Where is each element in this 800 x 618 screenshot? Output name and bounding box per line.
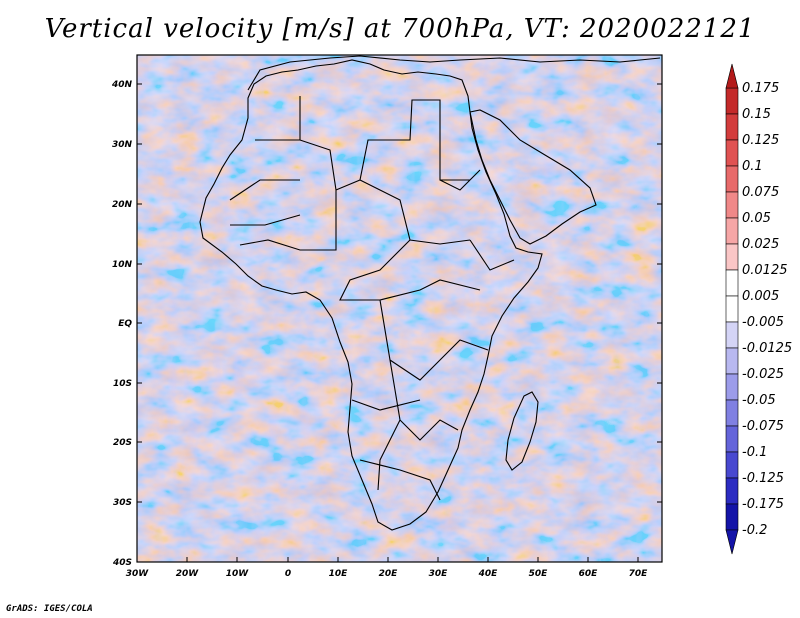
colorbar-segment bbox=[725, 165, 739, 193]
lon-label: 0 bbox=[285, 569, 291, 579]
lon-label: 10E bbox=[329, 569, 349, 579]
lon-axis bbox=[186, 557, 639, 562]
lat-label: EQ bbox=[118, 319, 132, 329]
lat-labels: 40N 30N 20N 10N EQ 10S 20S 30S 40S bbox=[111, 80, 133, 568]
colorbar-segment bbox=[725, 373, 739, 401]
lon-label: 70E bbox=[629, 569, 649, 579]
colorbar-segment bbox=[725, 243, 739, 271]
lat-label: 20S bbox=[113, 438, 132, 448]
map-frame bbox=[136, 54, 663, 563]
lat-label: 40N bbox=[111, 80, 133, 90]
colorbar-segment bbox=[725, 399, 739, 427]
lon-label: 30W bbox=[126, 569, 150, 579]
lon-label: 10W bbox=[226, 569, 250, 579]
colorbar-label: 0.075 bbox=[742, 185, 779, 200]
lon-labels: 30W 20W 10W 0 10E 20E 30E 40E 50E 60E 70… bbox=[126, 569, 648, 579]
colorbar-label: -0.005 bbox=[742, 315, 784, 330]
lon-label: 60E bbox=[579, 569, 599, 579]
colorbar-segment bbox=[725, 347, 739, 375]
lat-label: 10S bbox=[113, 379, 132, 389]
colorbar-label: 0.125 bbox=[742, 133, 779, 148]
colorbar-label: -0.025 bbox=[742, 367, 784, 382]
border-lines bbox=[229, 96, 515, 501]
colorbar-segment bbox=[725, 295, 739, 323]
lon-label: 20E bbox=[379, 569, 399, 579]
colorbar-segment bbox=[725, 269, 739, 297]
colorbar-label: -0.0125 bbox=[742, 341, 792, 356]
lat-label: 20N bbox=[112, 200, 133, 210]
colorbar-segment bbox=[725, 503, 739, 531]
lat-label: 30N bbox=[112, 140, 133, 150]
colorbar-label: 0.0125 bbox=[742, 263, 788, 278]
colorbar-label: 0.175 bbox=[742, 81, 779, 96]
colorbar: 0.175 0.15 0.125 0.1 0.075 0.05 0.025 0.0125 0.0… bbox=[725, 63, 792, 555]
lat-label: 40S bbox=[112, 558, 132, 568]
colorbar-segment bbox=[725, 425, 739, 453]
colorbar-label: -0.125 bbox=[742, 471, 784, 486]
lon-label: 20W bbox=[176, 569, 200, 579]
colorbar-max-arrow bbox=[725, 63, 739, 89]
arabia-coastline bbox=[469, 109, 597, 245]
colorbar-segment bbox=[725, 451, 739, 479]
africa-coastline bbox=[199, 59, 543, 531]
colorbar-label: 0.025 bbox=[742, 237, 779, 252]
lon-label: 40E bbox=[478, 569, 499, 579]
footer-credit: GrADS: IGES/COLA bbox=[6, 604, 93, 614]
madagascar-coastline bbox=[505, 391, 539, 471]
country-borders bbox=[199, 55, 661, 531]
colorbar-min-arrow bbox=[725, 529, 739, 555]
colorbar-label: 0.15 bbox=[742, 107, 771, 122]
colorbar-segment bbox=[725, 113, 739, 141]
colorbar-segment bbox=[725, 477, 739, 505]
europe-coast bbox=[247, 55, 661, 91]
colorbar-segment bbox=[725, 87, 739, 115]
colorbar-segment bbox=[725, 321, 739, 349]
map-title: Vertical velocity [m/s] at 700hPa, VT: 2… bbox=[44, 14, 756, 44]
colorbar-segment bbox=[725, 139, 739, 167]
lon-label: 30E bbox=[429, 569, 449, 579]
lat-label: 30S bbox=[113, 498, 132, 508]
colorbar-label: 0.05 bbox=[742, 211, 771, 226]
colorbar-label: -0.2 bbox=[742, 523, 767, 538]
colorbar-label: -0.175 bbox=[742, 497, 784, 512]
colorbar-segment bbox=[725, 217, 739, 245]
colorbar-label: -0.075 bbox=[742, 419, 784, 434]
velocity-field bbox=[137, 55, 662, 562]
colorbar-label: 0.1 bbox=[742, 159, 763, 174]
lat-label: 10N bbox=[112, 260, 133, 270]
colorbar-label: -0.05 bbox=[742, 393, 776, 408]
lat-axis bbox=[137, 83, 662, 503]
colorbar-label: -0.1 bbox=[742, 445, 767, 460]
colorbar-segment bbox=[725, 191, 739, 219]
lon-label: 50E bbox=[529, 569, 549, 579]
colorbar-label: 0.005 bbox=[742, 289, 779, 304]
